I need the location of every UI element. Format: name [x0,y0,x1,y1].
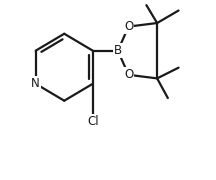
Text: O: O [124,20,133,33]
Text: N: N [31,77,40,90]
Text: Cl: Cl [87,115,99,128]
Text: B: B [114,44,122,57]
Text: O: O [124,68,133,81]
